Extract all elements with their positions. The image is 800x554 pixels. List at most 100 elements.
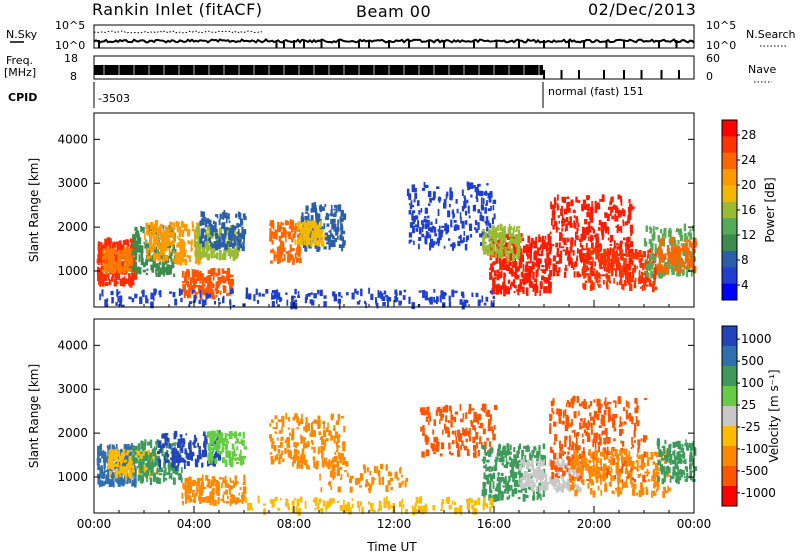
scatter-cell bbox=[337, 414, 341, 421]
scatter-cell bbox=[335, 420, 340, 425]
scatter-cell bbox=[129, 250, 131, 256]
cpid-label: CPID bbox=[8, 91, 37, 104]
scatter-cell bbox=[494, 254, 497, 258]
scatter-cell bbox=[576, 235, 579, 241]
scatter-cell bbox=[164, 256, 169, 260]
scatter-cell bbox=[287, 259, 290, 263]
scatter-cell bbox=[481, 295, 484, 303]
scatter-cell bbox=[572, 266, 575, 270]
scatter-cell bbox=[121, 277, 125, 282]
scatter-cell bbox=[595, 242, 598, 249]
scatter-cell bbox=[411, 184, 415, 193]
scatter-cell bbox=[638, 259, 642, 263]
scatter-cell bbox=[140, 451, 143, 455]
scatter-cell bbox=[547, 239, 550, 245]
scatter-cell bbox=[228, 248, 231, 256]
scatter-cell bbox=[100, 480, 104, 487]
scatter-cell bbox=[313, 293, 317, 299]
scatter-cell bbox=[291, 456, 293, 460]
scatter-cell bbox=[525, 288, 529, 296]
scatter-cell bbox=[101, 268, 104, 273]
scatter-cell bbox=[554, 197, 556, 204]
scatter-cell bbox=[506, 250, 509, 259]
scatter-cell bbox=[652, 284, 655, 293]
scatter-cell bbox=[451, 430, 455, 435]
scatter-cell bbox=[509, 451, 512, 455]
scatter-cell bbox=[418, 237, 421, 241]
scatter-cell bbox=[401, 480, 404, 485]
scatter-cell bbox=[117, 249, 121, 255]
scatter-cell bbox=[215, 479, 219, 485]
scatter-cell bbox=[165, 452, 169, 456]
scatter-cell bbox=[271, 442, 274, 449]
scatter-cell bbox=[333, 435, 336, 444]
scatter-cell bbox=[176, 235, 179, 239]
scatter-cell bbox=[229, 290, 232, 295]
scatter-cell bbox=[643, 277, 647, 281]
scatter-cell bbox=[365, 302, 367, 309]
scatter-cell bbox=[127, 475, 130, 480]
scatter-cell bbox=[335, 450, 339, 452]
scatter-cell bbox=[461, 440, 464, 447]
scatter-cell bbox=[680, 243, 684, 246]
scatter-cell bbox=[477, 299, 481, 303]
scatter-cell bbox=[492, 433, 496, 441]
scatter-cell bbox=[399, 290, 402, 296]
scatter-cell bbox=[616, 281, 619, 286]
scatter-cell bbox=[180, 257, 185, 263]
scatter-cell bbox=[341, 236, 345, 241]
scatter-cell bbox=[621, 254, 624, 261]
scatter-cell bbox=[341, 213, 346, 216]
scatter-cell bbox=[650, 270, 654, 279]
scatter-cell bbox=[509, 469, 513, 474]
scatter-cell bbox=[483, 191, 488, 196]
scatter-cell bbox=[207, 431, 211, 437]
scatter-cell bbox=[307, 423, 310, 431]
scatter-cell bbox=[97, 262, 100, 265]
scatter-cell bbox=[437, 229, 441, 232]
colorbar-tick-label: 20 bbox=[741, 178, 756, 192]
power-y-label: Slant Range [km] bbox=[27, 158, 41, 262]
scatter-cell bbox=[315, 217, 319, 225]
scatter-cell bbox=[599, 199, 603, 202]
scatter-cell bbox=[581, 245, 584, 251]
y-tick-label: 3000 bbox=[57, 176, 88, 190]
scatter-cell bbox=[230, 250, 233, 253]
scatter-cell bbox=[169, 221, 173, 226]
scatter-cell bbox=[138, 237, 142, 245]
scatter-cell bbox=[512, 238, 517, 245]
scatter-cell bbox=[602, 279, 605, 285]
scatter-cell bbox=[450, 414, 454, 421]
scatter-cell bbox=[175, 448, 178, 452]
scatter-cell bbox=[150, 292, 154, 300]
scatter-cell bbox=[515, 229, 517, 232]
scatter-cell bbox=[515, 457, 518, 462]
scatter-cell bbox=[297, 249, 301, 257]
scatter-cell bbox=[245, 294, 249, 299]
scatter-cell bbox=[145, 462, 149, 468]
scatter-cell bbox=[464, 429, 466, 436]
scatter-cell bbox=[131, 482, 134, 487]
scatter-cell bbox=[115, 251, 118, 254]
scatter-cell bbox=[675, 230, 679, 233]
scatter-cell bbox=[418, 210, 421, 215]
scatter-cell bbox=[679, 231, 683, 238]
colorbar-swatch bbox=[722, 201, 737, 219]
scatter-cell bbox=[151, 224, 155, 228]
scatter-cell bbox=[578, 249, 582, 258]
scatter-cell bbox=[504, 450, 507, 454]
scatter-cell bbox=[215, 272, 217, 277]
scatter-cell bbox=[190, 286, 193, 291]
scatter-cell bbox=[635, 251, 639, 260]
scatter-cell bbox=[597, 204, 601, 210]
scatter-cell bbox=[424, 296, 428, 301]
scatter-cell bbox=[509, 444, 512, 450]
scatter-cell bbox=[492, 199, 497, 204]
scatter-cell bbox=[477, 209, 481, 214]
scatter-cell bbox=[501, 449, 505, 455]
scatter-cell bbox=[524, 264, 528, 272]
scatter-cell bbox=[195, 226, 199, 233]
scatter-cell bbox=[114, 272, 117, 279]
scatter-cell bbox=[146, 227, 150, 236]
scatter-cell bbox=[99, 247, 103, 250]
